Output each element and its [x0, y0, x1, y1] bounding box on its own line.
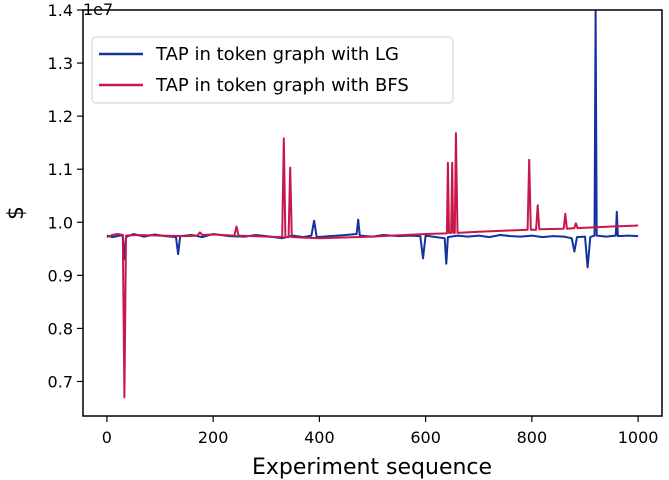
- x-tick-label: 600: [410, 428, 441, 447]
- legend-box: [91, 36, 454, 104]
- y-tick-label: 1.3: [48, 54, 73, 73]
- y-tick-label: 0.9: [48, 266, 73, 285]
- y-tick-label: 0.7: [48, 373, 73, 392]
- x-tick-label: 200: [198, 428, 229, 447]
- y-tick-label: 1.1: [48, 160, 73, 179]
- legend-label-bfs: TAP in token graph with BFS: [155, 75, 409, 96]
- y-tick-label: 1.4: [48, 1, 73, 20]
- y-tick-label: 1.0: [48, 213, 73, 232]
- ticks-layer: 0 200 400 600 800 1000 0.7 0.8 0.9 1.0 1.1 1.2 1.3 1.…: [48, 1, 659, 447]
- y-scale-exponent-label: 1e7: [83, 0, 113, 19]
- legend: TAP in token graph with LG TAP in token …: [91, 36, 454, 104]
- series-layer: [106, 10, 639, 399]
- y-tick-label: 0.8: [48, 319, 73, 338]
- x-tick-label: 0: [102, 428, 112, 447]
- legend-label-lg: TAP in token graph with LG: [155, 44, 399, 65]
- x-tick-label: 1000: [618, 428, 659, 447]
- x-tick-label: 400: [304, 428, 335, 447]
- plot-frame: [82, 9, 663, 417]
- y-axis-label: $: [4, 206, 29, 220]
- x-axis-label: Experiment sequence: [252, 455, 492, 480]
- x-tick-label: 800: [517, 428, 548, 447]
- series-line-bfs: [106, 132, 639, 399]
- y-tick-label: 1.2: [48, 107, 73, 126]
